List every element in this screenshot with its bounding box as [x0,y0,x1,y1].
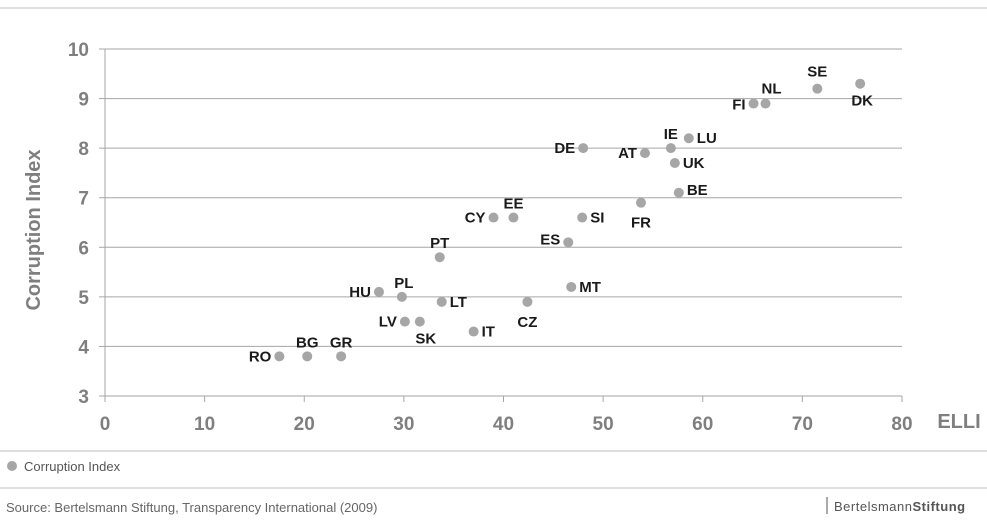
point-cz [522,296,533,307]
point-label-nl: NL [762,81,782,98]
point-label-cy: CY [465,210,486,227]
point-label-bg: BG [296,334,319,351]
brand-logo: BertelsmannStiftung [826,497,966,514]
point-label-se: SE [807,64,827,81]
point-label-cz: CZ [517,314,537,331]
point-ro [274,351,285,362]
point-label-lu: LU [697,130,717,147]
x-tick-label: 30 [393,414,414,435]
y-tick-labels: 3 4 5 6 7 8 9 10 [68,40,90,408]
point-lt [436,296,447,307]
point-label-it: IT [482,324,495,341]
point-label-de: DE [554,140,575,157]
y-tick-label: 6 [78,238,89,259]
point-lu [683,133,694,144]
point-mt [566,281,577,292]
x-tick-labels: 0 10 20 30 40 50 60 70 80 [100,414,913,435]
point-uk [669,158,680,169]
x-tick-label: 40 [493,414,514,435]
y-tick-label: 4 [78,337,89,358]
legend: Corruption Index [7,459,121,474]
point-label-si: SI [590,210,604,227]
legend-marker [7,461,17,471]
y-axis-title: Corruption Index [23,149,45,310]
point-label-fi: FI [732,97,745,114]
point-es [563,237,574,248]
point-de [578,143,589,154]
point-it [468,326,479,337]
x-tick-label: 10 [194,414,215,435]
x-axis-title: ELLI [937,411,980,433]
x-tick-label: 70 [792,414,813,435]
x-tick-label: 80 [891,414,912,435]
point-label-lt: LT [450,294,467,311]
point-label-es: ES [540,231,560,248]
point-label-ie: IE [664,126,678,143]
point-lv [399,316,410,327]
point-label-at: AT [618,145,637,162]
brand-name-light: Bertelsmann [834,499,912,514]
x-tick-label: 50 [593,414,614,435]
point-label-uk: UK [683,155,705,172]
point-bg [302,351,313,362]
point-at [639,148,650,159]
point-fr [635,197,646,208]
axes [104,49,903,402]
point-label-be: BE [687,182,708,199]
point-label-pl: PL [394,275,413,292]
point-dk [855,78,866,89]
y-tick-label: 7 [78,189,89,210]
brand-name: BertelsmannStiftung [834,499,966,514]
point-labels: RO BG GR HU PL LV SK PT LT IT CY EE CZ ES MT SI DE FR AT IE… [249,64,873,366]
point-ee [508,212,519,223]
y-tick-label: 9 [78,90,89,111]
gridlines [99,48,902,397]
point-nl [760,98,771,109]
point-label-dk: DK [851,93,873,110]
point-label-sk: SK [415,331,436,348]
y-tick-label: 5 [78,288,89,309]
x-tick-label: 20 [294,414,315,435]
point-pl [396,291,407,302]
point-label-lv: LV [379,314,397,331]
point-se [812,83,823,94]
point-be [673,187,684,198]
point-hu [373,286,384,297]
point-ie [665,143,676,154]
brand-name-bold: Stiftung [912,499,965,514]
point-cy [488,212,499,223]
y-tick-label: 8 [78,139,89,160]
point-label-ro: RO [249,348,272,365]
point-label-mt: MT [579,279,601,296]
x-tick-label: 60 [692,414,713,435]
y-tick-label: 3 [78,387,89,408]
point-pt [434,252,445,263]
source-note: Source: Bertelsmann Stiftung, Transparen… [6,500,377,515]
point-label-hu: HU [349,284,371,301]
point-gr [336,351,347,362]
point-label-fr: FR [631,215,651,232]
point-label-pt: PT [430,235,449,252]
point-si [577,212,588,223]
x-tick-label: 0 [100,414,111,435]
y-tick-label: 10 [68,40,89,61]
point-sk [414,316,425,327]
legend-label: Corruption Index [24,459,121,474]
data-points [274,78,866,362]
point-label-ee: EE [503,196,523,213]
point-label-gr: GR [330,334,353,351]
point-fi [748,98,759,109]
